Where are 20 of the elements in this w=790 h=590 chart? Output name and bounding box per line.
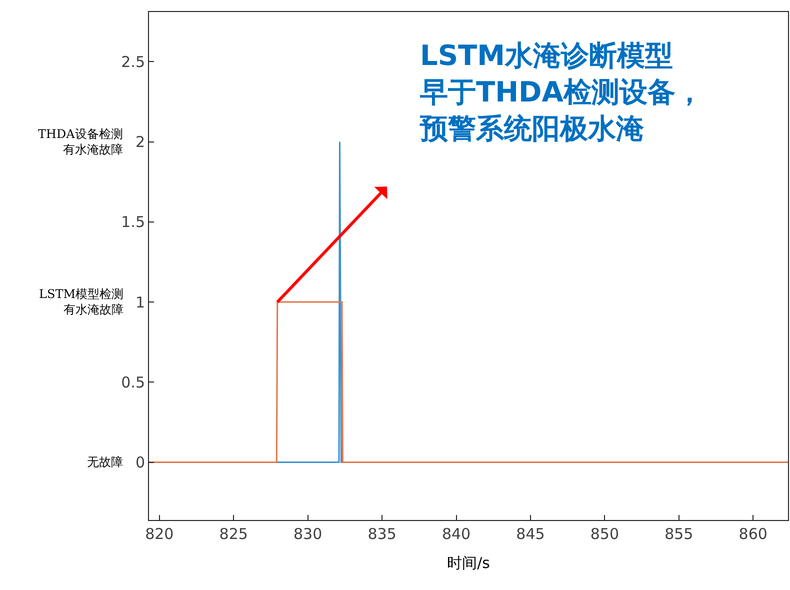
x-tick-label: 830 xyxy=(294,525,322,543)
y-tick-label: 2.5 xyxy=(121,52,145,71)
x-tick-label: 860 xyxy=(738,525,768,543)
x-tick-label: 845 xyxy=(516,525,545,543)
x-tick-label: 820 xyxy=(145,525,174,543)
x-tick-label: 855 xyxy=(664,525,694,543)
y-tick-label: 2 xyxy=(135,133,145,152)
x-tick-label: 825 xyxy=(219,525,248,543)
annotation: LSTM水淹诊断模型早于THDA检测设备，预警系统阳极水淹 xyxy=(419,39,704,145)
text: THDA设备检测有水淹故障 xyxy=(38,127,123,157)
y-tick-label: 1.5 xyxy=(121,213,145,232)
y-tick-label: 0.5 xyxy=(121,373,145,392)
y-tick-label: 0 xyxy=(135,454,145,472)
y-tick-label: 1 xyxy=(135,293,145,312)
x-tick-label: 850 xyxy=(590,525,620,543)
x-axis-title: 时间/s xyxy=(447,554,490,572)
x-tick-label: 835 xyxy=(368,525,396,543)
text: 无故障 xyxy=(87,455,123,469)
text: LSTM模型检测有水淹故障 xyxy=(39,287,124,317)
x-tick-label: 840 xyxy=(442,525,471,543)
